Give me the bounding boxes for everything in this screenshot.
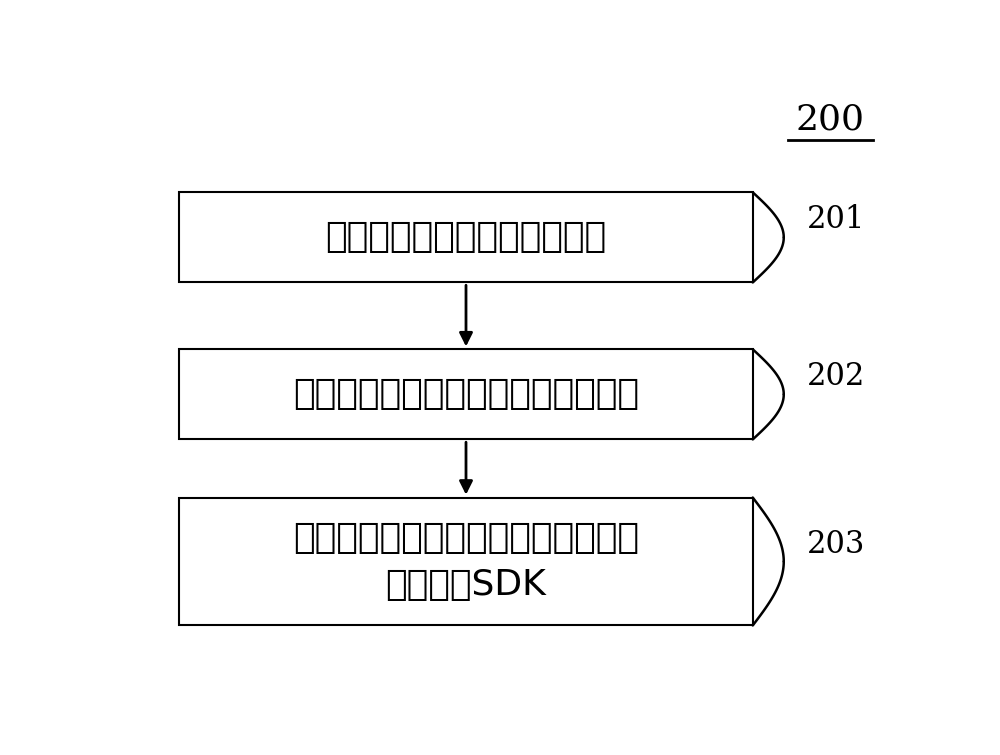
Text: 从实际流量中提取出实际特征字符串: 从实际流量中提取出实际特征字符串: [293, 378, 639, 411]
Text: 根据实际特征字符串确定产生实际流
量的来源SDK: 根据实际特征字符串确定产生实际流 量的来源SDK: [293, 521, 639, 602]
Text: 203: 203: [807, 528, 865, 559]
Text: 200: 200: [796, 103, 865, 137]
Text: 201: 201: [807, 205, 865, 236]
Bar: [179, 193, 753, 282]
Bar: [179, 350, 753, 439]
Bar: [179, 498, 753, 625]
Text: 获取待测应用程序的实际流量: 获取待测应用程序的实际流量: [325, 220, 607, 254]
Text: 202: 202: [807, 362, 865, 393]
